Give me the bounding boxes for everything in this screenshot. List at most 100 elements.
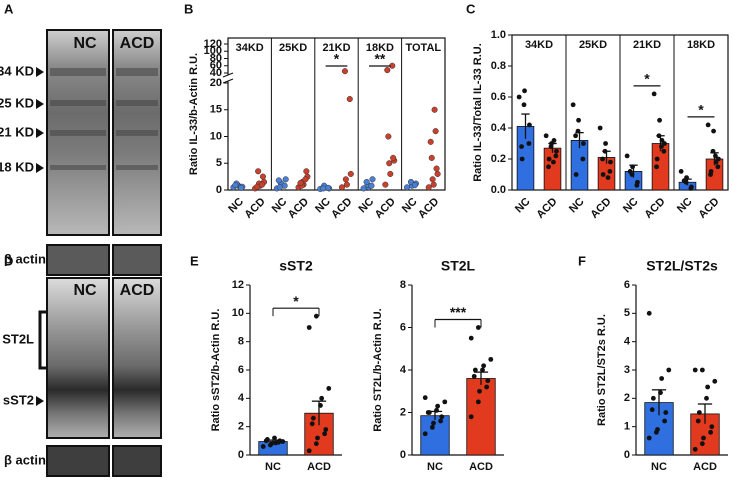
- x-tick-label: ACD: [642, 196, 667, 221]
- data-point: [326, 386, 332, 391]
- data-point: [323, 427, 329, 432]
- data-point: [527, 122, 532, 128]
- data-point: [468, 414, 474, 420]
- data-point: [431, 106, 438, 113]
- data-point: [657, 117, 662, 123]
- x-tick-label: NC: [567, 196, 587, 216]
- chart-title: ST2L/ST2s: [646, 258, 718, 274]
- y-tick-label: 20: [210, 77, 222, 89]
- data-point: [369, 176, 376, 183]
- significance-label: ***: [450, 304, 467, 320]
- marker-arrows: [36, 67, 44, 173]
- plot-frame: [227, 37, 446, 191]
- data-point: [646, 310, 652, 316]
- blot-lane: [112, 277, 162, 439]
- significance-label: *: [644, 71, 650, 87]
- data-point: [692, 367, 698, 373]
- group-label: 34KD: [236, 42, 264, 54]
- data-point: [430, 181, 437, 188]
- panel-letter: D: [4, 253, 13, 268]
- data-point: [553, 153, 559, 159]
- data-point: [343, 181, 350, 188]
- data-point: [715, 164, 721, 170]
- data-point: [705, 122, 711, 128]
- data-point: [260, 444, 266, 449]
- data-point: [472, 367, 478, 373]
- data-point: [708, 172, 713, 177]
- data-point: [663, 410, 669, 415]
- marker-arrow: [36, 396, 44, 406]
- lane-label: ACD: [120, 282, 155, 299]
- data-point: [519, 156, 525, 162]
- data-point: [649, 407, 655, 413]
- data-point: [662, 418, 668, 424]
- x-tick-label: ACD: [588, 196, 613, 221]
- data-point: [712, 378, 718, 384]
- data-point: [439, 414, 445, 420]
- marker-label: ST2L: [2, 331, 34, 346]
- axis-break-mark: [222, 78, 234, 84]
- data-point: [627, 169, 633, 174]
- y-axis-label: Ratio IL-33/b-Actin R.U.: [188, 53, 200, 175]
- data-point: [280, 439, 286, 444]
- y-tick-label: 0.0: [491, 184, 506, 196]
- data-point: [264, 437, 270, 442]
- data-point: [433, 165, 440, 172]
- y-tick-label: 8: [238, 336, 244, 348]
- actin-lane: [46, 244, 110, 276]
- marker-label: sST2: [3, 392, 34, 407]
- actin-lane: [46, 445, 110, 477]
- y-tick-label: 80: [210, 52, 222, 64]
- data-point: [655, 427, 660, 432]
- data-point: [422, 431, 428, 437]
- data-point: [477, 388, 482, 394]
- group-label: 18KD: [687, 39, 715, 51]
- data-point: [435, 403, 441, 409]
- x-tick-label: ACD: [329, 196, 354, 221]
- data-point: [699, 441, 705, 447]
- blot-lane: [46, 277, 110, 439]
- data-point: [341, 68, 348, 75]
- data-point: [651, 91, 657, 97]
- data-point: [695, 418, 701, 424]
- data-point: [519, 144, 524, 150]
- data-point: [554, 148, 559, 154]
- y-tick-label: 5: [216, 157, 222, 169]
- y-tick-label: 60: [210, 60, 222, 72]
- x-tick-label: NC: [513, 196, 533, 216]
- bracket: [38, 310, 46, 370]
- axis-break: [223, 75, 233, 81]
- data-point: [232, 182, 239, 189]
- data-point: [656, 133, 662, 139]
- x-tick-label: ACD: [286, 196, 311, 221]
- group-label: 18KD: [366, 42, 394, 54]
- data-point: [382, 181, 389, 188]
- data-point: [696, 410, 702, 415]
- data-point: [432, 128, 439, 135]
- data-point: [346, 96, 353, 103]
- data-point: [342, 176, 349, 183]
- significance-label: *: [334, 51, 340, 67]
- data-point: [481, 363, 487, 369]
- data-point: [548, 144, 554, 150]
- panel-letter: C: [466, 1, 476, 16]
- data-point: [573, 172, 579, 177]
- y-tick-label: 120: [204, 38, 222, 50]
- data-point: [347, 170, 354, 177]
- data-point: [708, 429, 714, 435]
- data-point: [711, 128, 716, 134]
- data-point: [692, 446, 698, 452]
- loading-label: β actin: [4, 452, 46, 467]
- axis-break-mark: [222, 72, 234, 78]
- y-tick-label: 0.6: [491, 91, 506, 103]
- group-label: 25KD: [579, 39, 607, 51]
- data-point: [318, 403, 323, 408]
- data-point: [699, 367, 705, 373]
- y-tick-label: 1: [624, 421, 630, 433]
- data-point: [526, 141, 532, 146]
- chart-title: sST2: [279, 258, 313, 274]
- y-tick-label: 5: [624, 307, 630, 319]
- data-point: [428, 154, 435, 161]
- y-tick-label: 0.4: [491, 122, 507, 134]
- data-point: [543, 133, 549, 139]
